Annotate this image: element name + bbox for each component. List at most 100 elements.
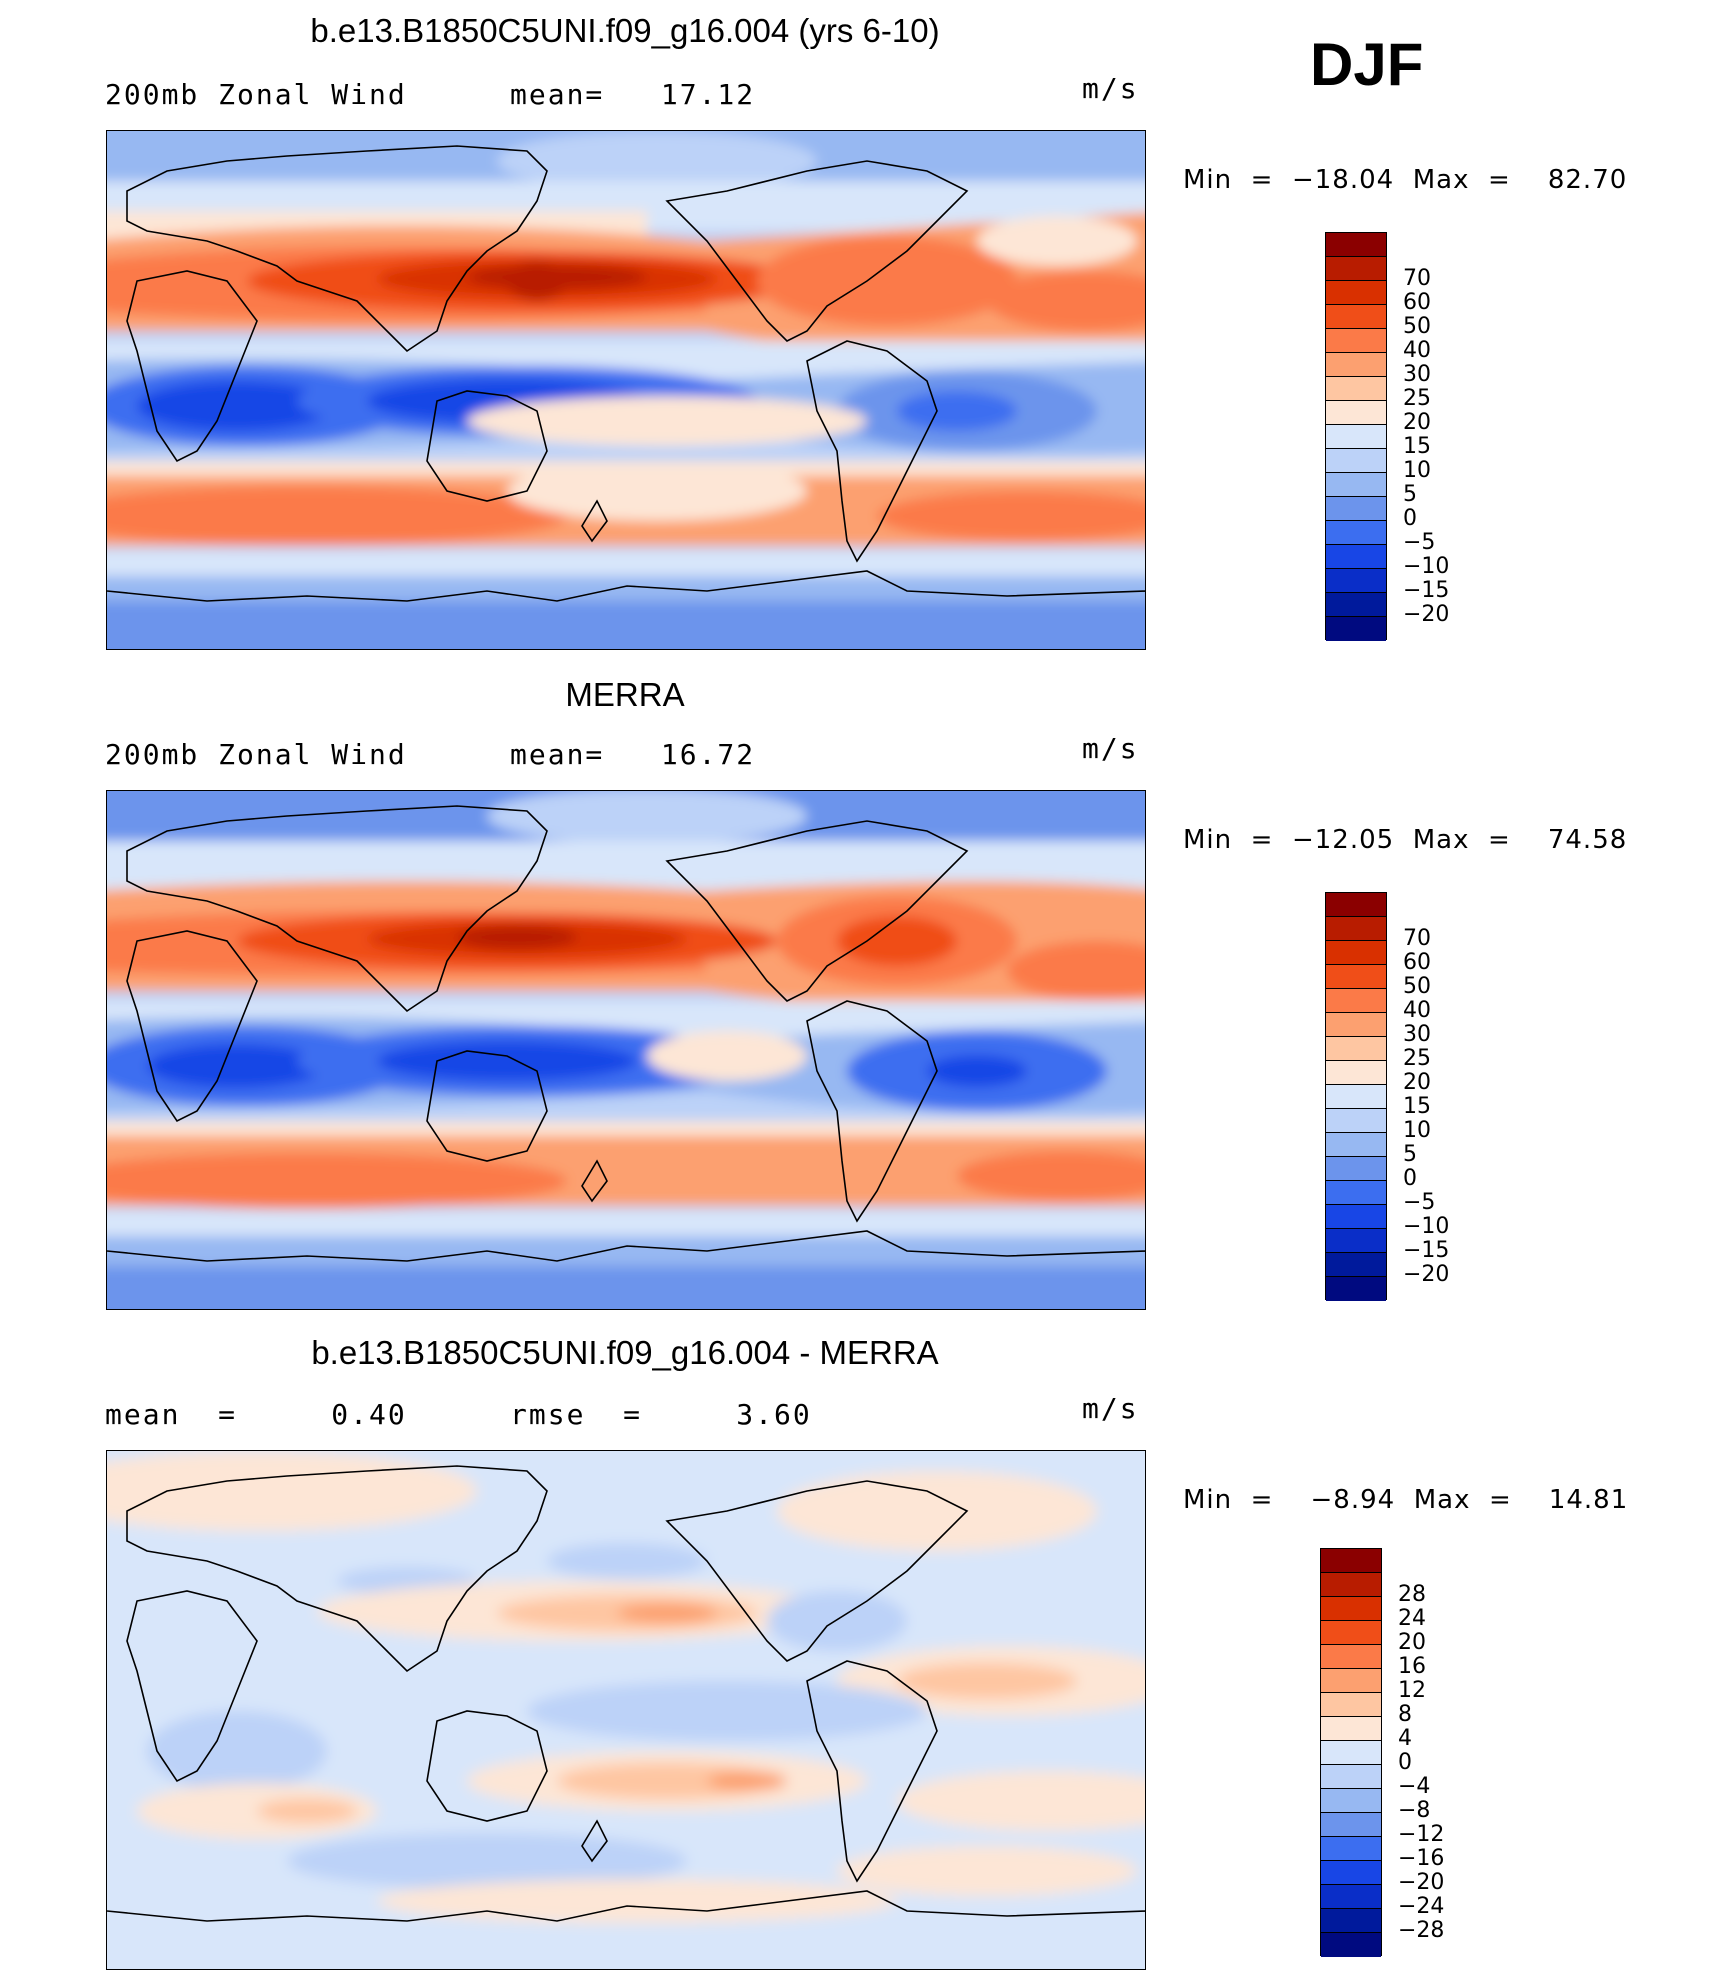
colorbar-label: 50 [1403, 974, 1431, 999]
colorbar-swatch [1326, 1229, 1386, 1253]
panel2-minmax: Min = −12.05 Max = 74.58 [1183, 825, 1628, 855]
colorbar-label: −28 [1398, 1918, 1445, 1943]
colorbar-swatch [1326, 329, 1386, 353]
colorbar-swatch [1326, 569, 1386, 593]
colorbar-label: −10 [1403, 1214, 1450, 1239]
colorbar-label: −12 [1398, 1822, 1445, 1847]
colorbar-swatch [1321, 1789, 1381, 1813]
colorbar-swatch [1326, 401, 1386, 425]
panel1-colorbar-swatches [1325, 232, 1387, 641]
colorbar-swatch [1326, 1109, 1386, 1133]
colorbar-swatch [1326, 1133, 1386, 1157]
panel1-units: m/s [1082, 72, 1139, 105]
colorbar-label: 12 [1398, 1678, 1426, 1703]
coastlines [107, 145, 1145, 602]
panel2-units: m/s [1082, 732, 1139, 765]
colorbar-swatch [1326, 1037, 1386, 1061]
colorbar-label: 60 [1403, 950, 1431, 975]
colorbar-swatch [1326, 449, 1386, 473]
colorbar-label: 8 [1398, 1702, 1412, 1727]
panel3-map [106, 1450, 1146, 1970]
colorbar-swatch [1321, 1621, 1381, 1645]
colorbar-label: 70 [1403, 266, 1431, 291]
panel2-map [106, 790, 1146, 1310]
panel3-units: m/s [1082, 1392, 1139, 1425]
colorbar-label: 25 [1403, 386, 1431, 411]
colorbar-swatch [1321, 1597, 1381, 1621]
colorbar-label: 50 [1403, 314, 1431, 339]
colorbar-swatch [1326, 917, 1386, 941]
colorbar-label: 15 [1403, 1094, 1431, 1119]
season-label: DJF [1310, 31, 1424, 98]
colorbar-label: 20 [1403, 410, 1431, 435]
colorbar-label: 28 [1398, 1582, 1426, 1607]
panel2-mean-label: mean= 16.72 [510, 738, 756, 771]
panel1-title: b.e13.B1850C5UNI.f09_g16.004 (yrs 6-10) [310, 12, 940, 49]
colorbar-swatch [1326, 257, 1386, 281]
panel2-title: MERRA [565, 676, 685, 713]
colorbar-swatch [1321, 1813, 1381, 1837]
colorbar-swatch [1326, 1277, 1386, 1301]
colorbar-label: 30 [1403, 362, 1431, 387]
colorbar-swatch [1326, 233, 1386, 257]
colorbar-swatch [1326, 473, 1386, 497]
coastlines [107, 1465, 1145, 1922]
colorbar-label: 60 [1403, 290, 1431, 315]
colorbar-label: 40 [1403, 998, 1431, 1023]
colorbar-label: 25 [1403, 1046, 1431, 1071]
colorbar-label: 15 [1403, 434, 1431, 459]
colorbar-label: 70 [1403, 926, 1431, 951]
colorbar-swatch [1326, 545, 1386, 569]
colorbar-label: −20 [1403, 1262, 1450, 1287]
colorbar-label: −10 [1403, 554, 1450, 579]
colorbar-label: −8 [1398, 1798, 1431, 1823]
colorbar-label: −15 [1403, 578, 1450, 603]
colorbar-label: −20 [1398, 1870, 1445, 1895]
colorbar-swatch [1326, 941, 1386, 965]
colorbar-label: −5 [1403, 1190, 1436, 1215]
colorbar-swatch [1326, 1205, 1386, 1229]
panel1-map [106, 130, 1146, 650]
colorbar-label: 16 [1398, 1654, 1426, 1679]
colorbar-swatch [1326, 1013, 1386, 1037]
colorbar-swatch [1326, 893, 1386, 917]
coastlines [107, 805, 1145, 1262]
colorbar-swatch [1326, 425, 1386, 449]
colorbar-swatch [1326, 989, 1386, 1013]
colorbar-swatch [1326, 1085, 1386, 1109]
colorbar-label: 5 [1403, 482, 1417, 507]
colorbar-swatch [1321, 1885, 1381, 1909]
panel3-colorbar-swatches [1320, 1548, 1382, 1957]
colorbar-label: −15 [1403, 1238, 1450, 1263]
colorbar-swatch [1321, 1909, 1381, 1933]
colorbar-label: 30 [1403, 1022, 1431, 1047]
colorbar-swatch [1326, 617, 1386, 641]
colorbar-swatch [1326, 1253, 1386, 1277]
colorbar-swatch [1326, 305, 1386, 329]
colorbar-swatch [1321, 1717, 1381, 1741]
colorbar-label: −24 [1398, 1894, 1445, 1919]
colorbar-label: 0 [1403, 506, 1417, 531]
panel2-variable-label: 200mb Zonal Wind [105, 738, 407, 771]
colorbar-swatch [1321, 1837, 1381, 1861]
panel1-mean-label: mean= 17.12 [510, 78, 756, 111]
colorbar-label: −16 [1398, 1846, 1445, 1871]
panel3-minmax: Min = −8.94 Max = 14.81 [1183, 1485, 1629, 1515]
colorbar-label: −4 [1398, 1774, 1431, 1799]
colorbar-swatch [1326, 1157, 1386, 1181]
colorbar-swatch [1321, 1549, 1381, 1573]
panel3-rmse-label: rmse = 3.60 [510, 1398, 812, 1431]
colorbar-swatch [1326, 965, 1386, 989]
colorbar-swatch [1321, 1933, 1381, 1957]
colorbar-swatch [1321, 1861, 1381, 1885]
colorbar-swatch [1321, 1573, 1381, 1597]
colorbar-label: 40 [1403, 338, 1431, 363]
panel2-colorbar-swatches [1325, 892, 1387, 1301]
colorbar-swatch [1321, 1645, 1381, 1669]
colorbar-swatch [1326, 1061, 1386, 1085]
panel3-title: b.e13.B1850C5UNI.f09_g16.004 - MERRA [311, 1334, 939, 1371]
colorbar-swatch [1326, 497, 1386, 521]
colorbar-swatch [1326, 377, 1386, 401]
colorbar-label: 20 [1403, 1070, 1431, 1095]
colorbar-label: 0 [1398, 1750, 1412, 1775]
